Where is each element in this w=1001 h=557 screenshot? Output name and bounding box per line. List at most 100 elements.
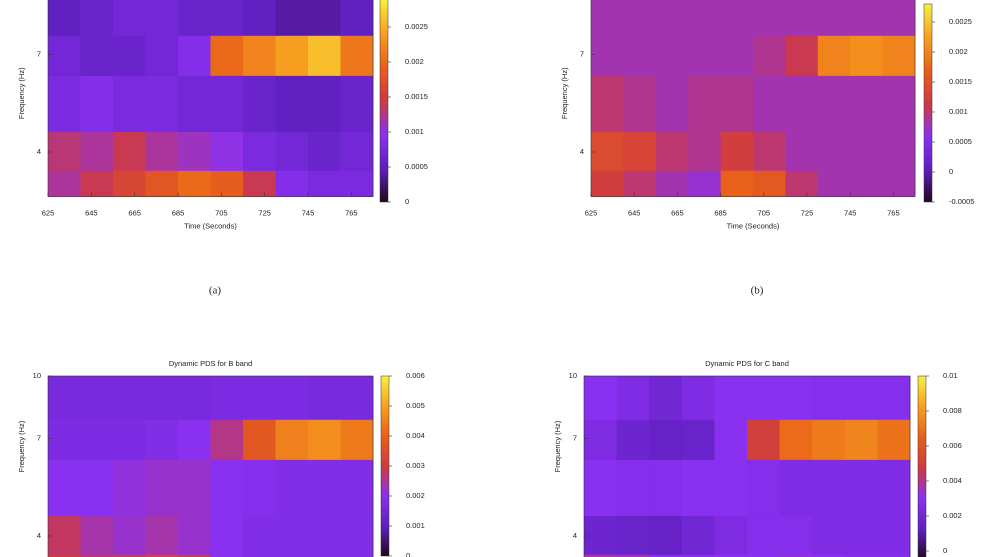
heatmap-cell <box>145 131 179 171</box>
heatmap-cell <box>850 35 883 76</box>
heatmap-cell <box>844 419 878 460</box>
heatmap <box>48 376 374 557</box>
caption: (a) <box>209 285 222 297</box>
heatmap-cell <box>812 554 846 557</box>
heatmap-cell <box>850 170 883 197</box>
colorbar <box>923 3 933 203</box>
heatmap-cell <box>340 75 374 132</box>
heatmap-cell <box>48 170 81 197</box>
x-tick-label: 645 <box>628 208 641 217</box>
heatmap-cell <box>591 131 624 171</box>
heatmap-cell <box>113 376 146 420</box>
heatmap-cell <box>681 459 715 516</box>
heatmap-cell <box>655 75 689 132</box>
heatmap-cell <box>779 376 813 420</box>
heatmap-cell <box>720 35 754 76</box>
heatmap-cell <box>80 0 114 36</box>
heatmap-cell <box>80 459 114 516</box>
colorbar <box>917 375 927 557</box>
heatmap-cell <box>243 515 276 555</box>
heatmap-cell <box>113 0 146 36</box>
y-tick-label: 7 <box>37 49 41 58</box>
heatmap-cell <box>340 0 374 36</box>
heatmap-cell <box>882 131 916 171</box>
heatmap-cell <box>714 554 748 557</box>
heatmap-cell <box>308 419 341 460</box>
heatmap-cell <box>210 376 244 420</box>
heatmap-cell <box>80 75 114 132</box>
heatmap-cell <box>850 0 883 36</box>
heatmap-cell <box>882 35 916 76</box>
colorbar-tick-label: 0.005 <box>406 401 425 410</box>
heatmap-cell <box>688 131 721 171</box>
heatmap-cell <box>655 0 689 36</box>
heatmap-cell <box>243 419 276 460</box>
heatmap-cell <box>877 459 911 516</box>
heatmap-cell <box>688 75 721 132</box>
y-axis-label: Frequency (Hz) <box>553 420 562 472</box>
heatmap-cell <box>785 170 819 197</box>
heatmap-cell <box>877 554 911 557</box>
heatmap-cell <box>714 459 748 516</box>
heatmap-cell <box>243 459 276 516</box>
heatmap-cell <box>210 554 244 557</box>
heatmap-cell <box>779 554 813 557</box>
heatmap-cell <box>747 515 780 555</box>
heatmap-cell <box>275 131 309 171</box>
heatmap-cell <box>48 419 81 460</box>
heatmap-cell <box>720 170 754 197</box>
heatmap-cell <box>275 459 309 516</box>
heatmap-cell <box>753 35 786 76</box>
heatmap-cell <box>882 170 916 197</box>
colorbar-tick-label: 0.002 <box>949 47 968 56</box>
heatmap-cell <box>178 75 211 132</box>
heatmap-cell <box>243 170 276 197</box>
heatmap-cell <box>720 75 754 132</box>
heatmap-cell <box>623 0 657 36</box>
heatmap-cell <box>113 131 146 171</box>
heatmap-cell <box>308 459 341 516</box>
y-tick-label: 4 <box>580 147 584 156</box>
heatmap-cell <box>178 419 211 460</box>
heatmap-cell <box>210 0 244 36</box>
heatmap-cell <box>649 554 683 557</box>
colorbar-tick-label: 0.008 <box>943 406 962 415</box>
colorbar-tick-label: 0 <box>943 546 947 555</box>
heatmap-cell <box>591 0 624 36</box>
heatmap-cell <box>178 35 211 76</box>
heatmap-cell <box>145 376 179 420</box>
heatmap-cell <box>714 419 748 460</box>
heatmap <box>591 0 916 197</box>
x-tick-label: 665 <box>671 208 684 217</box>
heatmap-cell <box>747 376 780 420</box>
y-axis-label: Frequency (Hz) <box>17 67 26 119</box>
colorbar-tick-label: 0.002 <box>405 57 424 66</box>
heatmap-cell <box>145 419 179 460</box>
heatmap-cell <box>275 419 309 460</box>
heatmap-cell <box>275 35 309 76</box>
y-tick-label: 4 <box>37 531 41 540</box>
colorbar-tick-label: 0.004 <box>943 476 962 485</box>
y-tick-label: 7 <box>37 433 41 442</box>
heatmap-cell <box>584 376 617 420</box>
heatmap-cell <box>178 515 211 555</box>
heatmap-cell <box>655 170 689 197</box>
colorbar-tick-label: 0.0015 <box>405 92 428 101</box>
colorbar-tick-label: 0.001 <box>405 127 424 136</box>
heatmap-cell <box>688 170 721 197</box>
heatmap-cell <box>340 459 374 516</box>
y-tick-label: 4 <box>573 531 577 540</box>
heatmap-cell <box>850 131 883 171</box>
heatmap-cell <box>340 376 374 420</box>
heatmap-cell <box>178 376 211 420</box>
heatmap-cell <box>80 376 114 420</box>
heatmap-cell <box>753 0 786 36</box>
heatmap-cell <box>145 554 179 557</box>
chart-title: Dynamic PDS for B band <box>169 359 252 368</box>
heatmap-cell <box>720 0 754 36</box>
heatmap-cell <box>210 459 244 516</box>
colorbar-tick-label: 0 <box>949 167 953 176</box>
heatmap-cell <box>48 75 81 132</box>
colorbar-tick-label: 0.001 <box>949 107 968 116</box>
